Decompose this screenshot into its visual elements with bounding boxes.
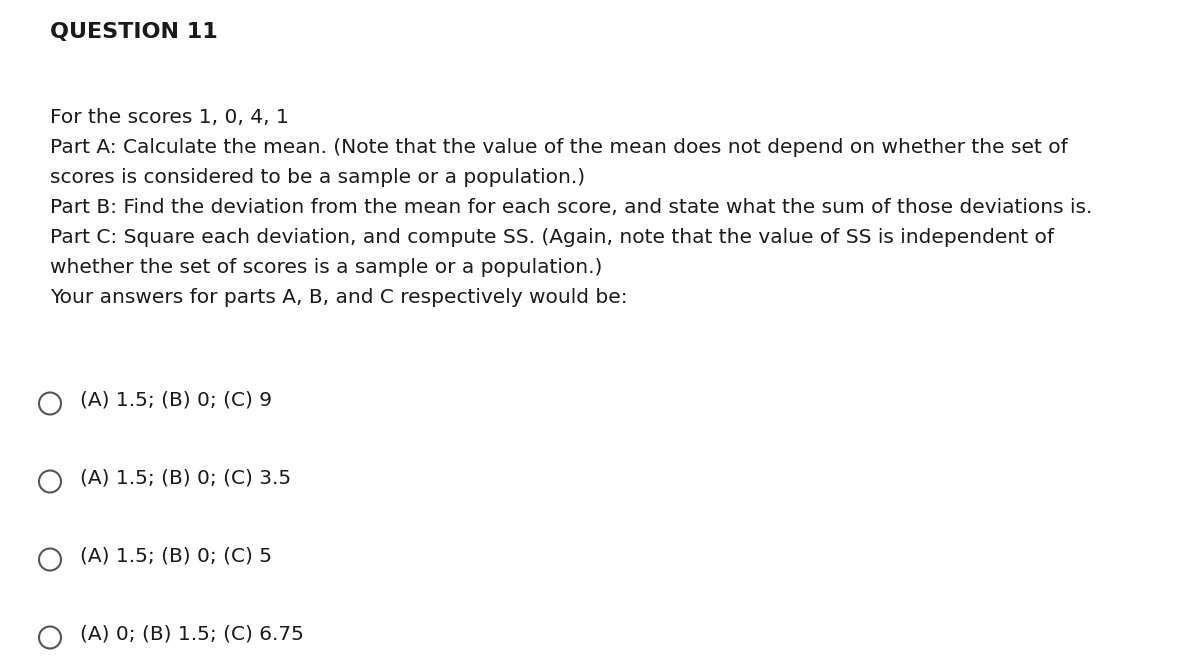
Text: Part A: Calculate the mean. (Note that the value of the mean does not depend on : Part A: Calculate the mean. (Note that t…: [50, 138, 1068, 157]
Text: (A) 1.5; (B) 0; (C) 3.5: (A) 1.5; (B) 0; (C) 3.5: [80, 468, 292, 487]
Text: For the scores 1, 0, 4, 1: For the scores 1, 0, 4, 1: [50, 108, 289, 127]
Text: Part B: Find the deviation from the mean for each score, and state what the sum : Part B: Find the deviation from the mean…: [50, 198, 1092, 217]
Text: Your answers for parts A, B, and C respectively would be:: Your answers for parts A, B, and C respe…: [50, 288, 628, 307]
Text: whether the set of scores is a sample or a population.): whether the set of scores is a sample or…: [50, 258, 602, 277]
Text: (A) 1.5; (B) 0; (C) 5: (A) 1.5; (B) 0; (C) 5: [80, 546, 272, 565]
Text: (A) 1.5; (B) 0; (C) 9: (A) 1.5; (B) 0; (C) 9: [80, 390, 272, 409]
Text: scores is considered to be a sample or a population.): scores is considered to be a sample or a…: [50, 168, 586, 187]
Text: QUESTION 11: QUESTION 11: [50, 22, 217, 42]
Text: Part C: Square each deviation, and compute SS. (Again, note that the value of SS: Part C: Square each deviation, and compu…: [50, 228, 1054, 247]
Text: (A) 0; (B) 1.5; (C) 6.75: (A) 0; (B) 1.5; (C) 6.75: [80, 624, 304, 643]
